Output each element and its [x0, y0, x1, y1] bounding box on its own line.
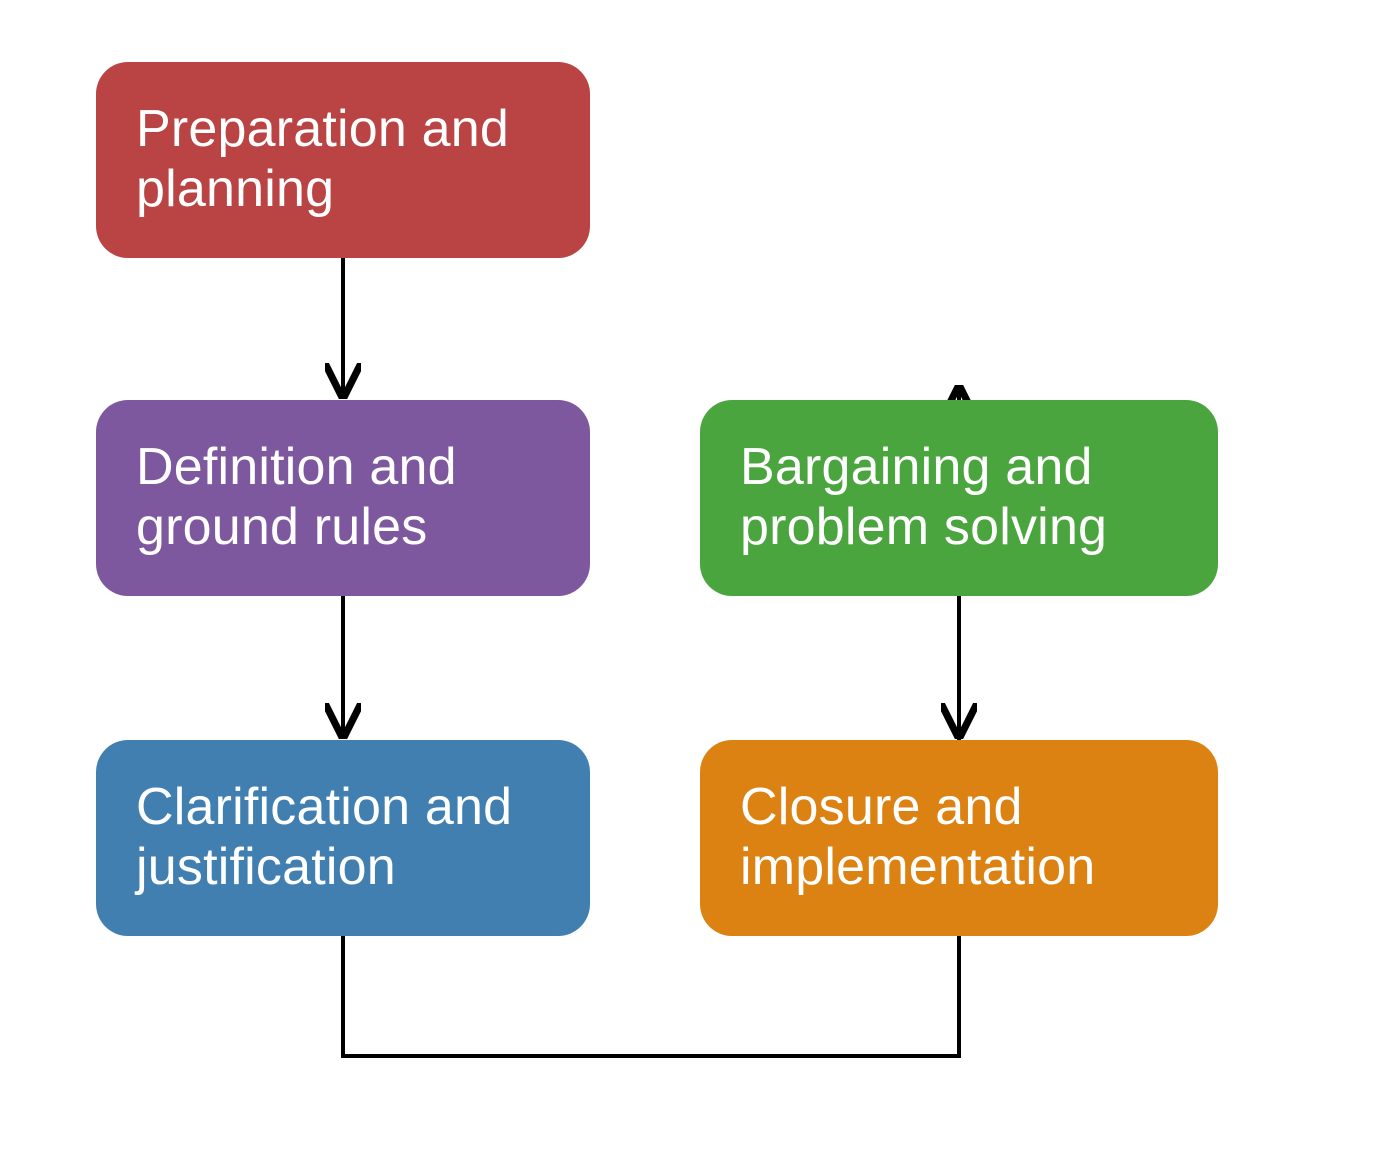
flowchart-node-n4: Bargaining and problem solving: [700, 400, 1218, 596]
flowchart-canvas: Preparation and planning Definition and g…: [0, 0, 1400, 1167]
flowchart-node-label: Closure and implementation: [740, 778, 1178, 898]
flowchart-node-n3: Clarification and justification: [96, 740, 590, 936]
flowchart-node-n5: Closure and implementation: [700, 740, 1218, 936]
flowchart-node-label: Bargaining and problem solving: [740, 438, 1178, 558]
flowchart-node-label: Preparation and planning: [136, 100, 550, 220]
flowchart-node-n2: Definition and ground rules: [96, 400, 590, 596]
flowchart-node-label: Definition and ground rules: [136, 438, 550, 558]
flowchart-node-n1: Preparation and planning: [96, 62, 590, 258]
flowchart-node-label: Clarification and justification: [136, 778, 550, 898]
